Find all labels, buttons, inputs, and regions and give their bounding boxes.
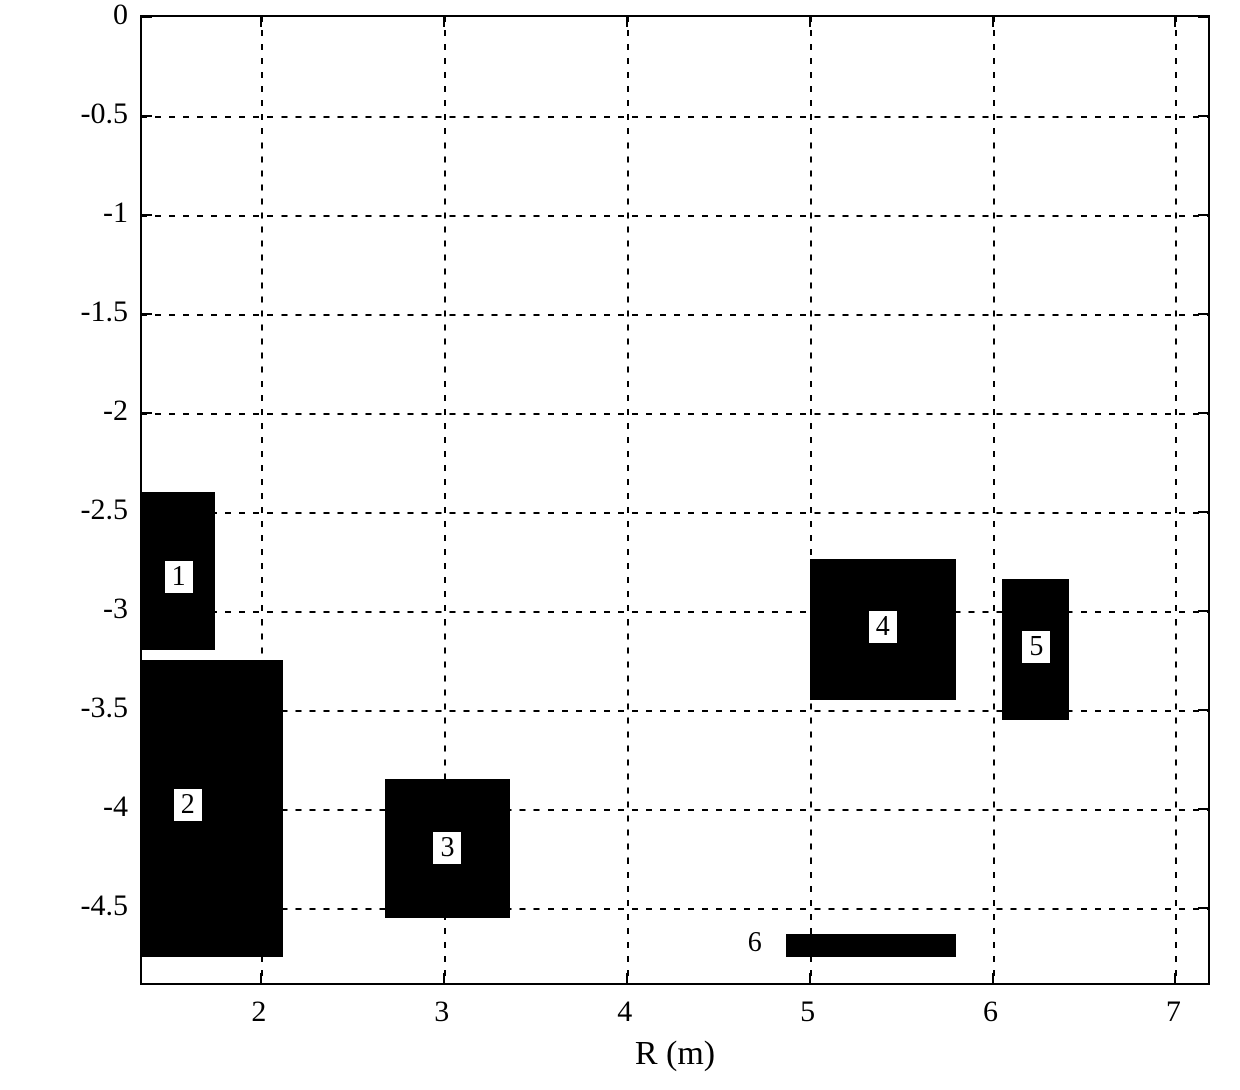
region-label-4: 4 bbox=[869, 611, 897, 643]
y-tick-label: 0 bbox=[113, 0, 128, 32]
y-tick-right bbox=[1198, 16, 1208, 18]
chart-figure: 1 2 3 4 5 6 0 -0.5 -1 -1.5 -2 -2.5 -3 -3.5 -4 -4.5 2 3 4… bbox=[0, 0, 1240, 1090]
x-tick-top bbox=[443, 17, 445, 27]
x-tick bbox=[1174, 973, 1176, 983]
region-rect-6 bbox=[786, 934, 956, 958]
x-tick-top bbox=[260, 17, 262, 27]
grid-line-vertical bbox=[993, 17, 995, 983]
y-tick bbox=[142, 214, 152, 216]
grid-line-horizontal bbox=[142, 908, 1208, 910]
x-tick-label: 3 bbox=[434, 995, 449, 1029]
grid-line-horizontal bbox=[142, 809, 1208, 811]
region-label-3: 3 bbox=[433, 832, 461, 864]
x-axis-label: R (m) bbox=[635, 1035, 715, 1073]
grid-line-vertical bbox=[1175, 17, 1177, 983]
x-tick-label: 6 bbox=[983, 995, 998, 1029]
grid-line-vertical bbox=[627, 17, 629, 983]
y-tick bbox=[142, 313, 152, 315]
y-tick bbox=[142, 115, 152, 117]
x-tick-label: 7 bbox=[1166, 995, 1181, 1029]
grid-line-horizontal bbox=[142, 413, 1208, 415]
y-tick-label: -1 bbox=[103, 196, 128, 230]
y-tick-right bbox=[1198, 808, 1208, 810]
grid-line-horizontal bbox=[142, 116, 1208, 118]
plot-area: 1 2 3 4 5 6 bbox=[140, 15, 1210, 985]
y-tick-label: -4.5 bbox=[81, 889, 129, 923]
y-tick-right bbox=[1198, 610, 1208, 612]
grid-line-horizontal bbox=[142, 314, 1208, 316]
y-tick-label: -2.5 bbox=[81, 493, 129, 527]
grid-line-vertical bbox=[810, 17, 812, 983]
grid-line-horizontal bbox=[142, 215, 1208, 217]
y-tick-right bbox=[1198, 313, 1208, 315]
x-tick bbox=[443, 973, 445, 983]
y-tick-right bbox=[1198, 115, 1208, 117]
y-tick bbox=[142, 16, 152, 18]
x-tick-label: 2 bbox=[251, 995, 266, 1029]
x-tick-label: 4 bbox=[617, 995, 632, 1029]
y-tick-right bbox=[1198, 511, 1208, 513]
region-label-5: 5 bbox=[1022, 631, 1050, 663]
y-tick-label: -2 bbox=[103, 394, 128, 428]
grid-line-horizontal bbox=[142, 512, 1208, 514]
x-tick bbox=[992, 973, 994, 983]
region-rect-2 bbox=[142, 660, 283, 957]
region-label-2: 2 bbox=[174, 789, 202, 821]
y-tick-right bbox=[1198, 214, 1208, 216]
x-tick bbox=[626, 973, 628, 983]
x-tick-top bbox=[626, 17, 628, 27]
y-tick-right bbox=[1198, 709, 1208, 711]
x-tick-top bbox=[1174, 17, 1176, 27]
region-label-1: 1 bbox=[165, 561, 193, 593]
y-tick bbox=[142, 412, 152, 414]
x-tick-label: 5 bbox=[800, 995, 815, 1029]
x-tick-top bbox=[992, 17, 994, 27]
x-tick bbox=[260, 973, 262, 983]
x-tick-top bbox=[809, 17, 811, 27]
y-tick-label: -4 bbox=[103, 790, 128, 824]
x-tick bbox=[809, 973, 811, 983]
y-tick-label: -0.5 bbox=[81, 97, 129, 131]
y-tick-label: -3 bbox=[103, 592, 128, 626]
y-tick-right bbox=[1198, 907, 1208, 909]
y-tick-label: -3.5 bbox=[81, 691, 129, 725]
y-tick-right bbox=[1198, 412, 1208, 414]
region-label-6: 6 bbox=[748, 927, 762, 959]
y-tick-label: -1.5 bbox=[81, 295, 129, 329]
